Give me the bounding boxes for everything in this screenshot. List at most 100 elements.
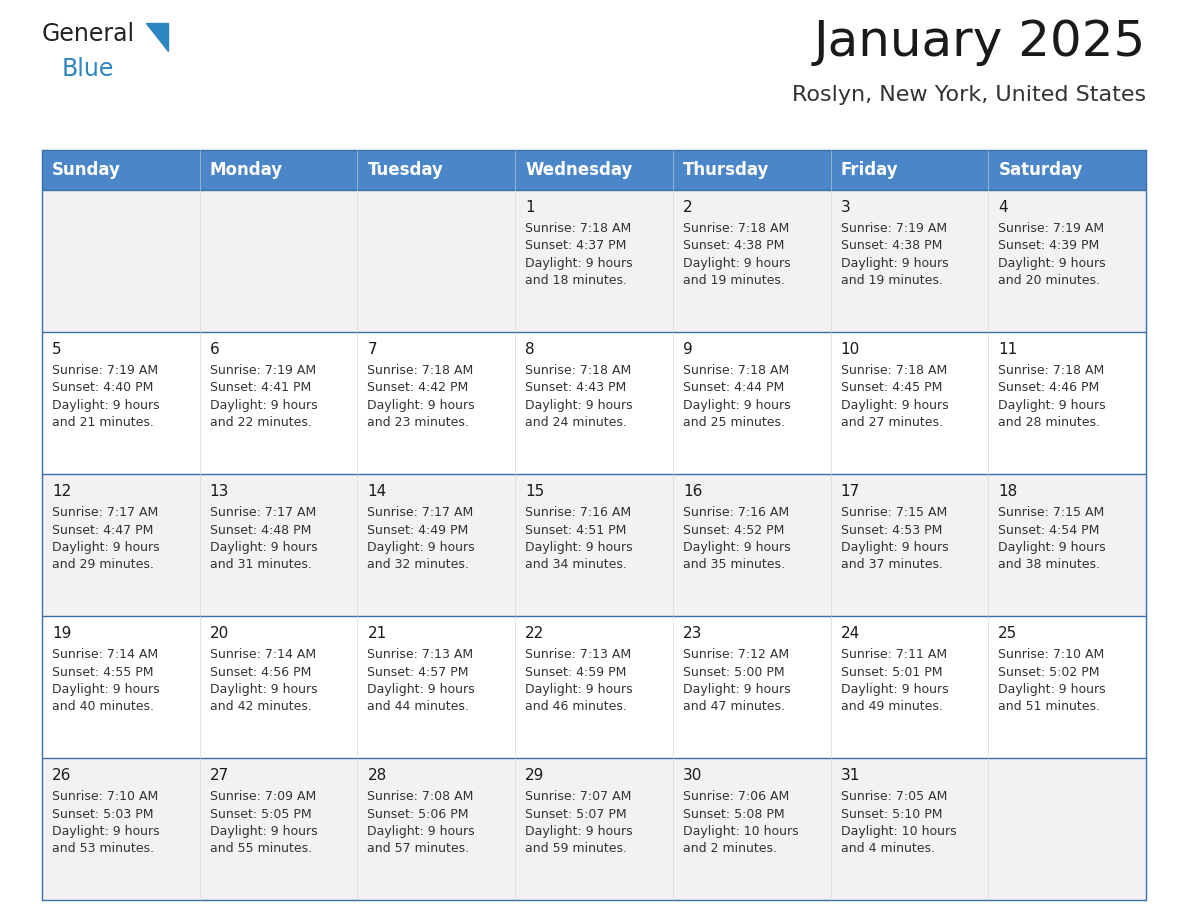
Text: 25: 25: [998, 626, 1018, 641]
Bar: [200, 758, 358, 900]
Text: 15: 15: [525, 484, 544, 499]
Text: and 46 minutes.: and 46 minutes.: [525, 700, 627, 713]
Text: Sunset: 5:01 PM: Sunset: 5:01 PM: [841, 666, 942, 678]
Text: Friday: Friday: [841, 161, 898, 179]
Text: Sunrise: 7:16 AM: Sunrise: 7:16 AM: [525, 506, 631, 519]
Text: Sunrise: 7:11 AM: Sunrise: 7:11 AM: [841, 648, 947, 661]
Bar: [672, 150, 830, 190]
Text: Daylight: 9 hours: Daylight: 9 hours: [52, 683, 159, 696]
Text: Daylight: 9 hours: Daylight: 9 hours: [841, 257, 948, 270]
Text: Sunset: 4:54 PM: Sunset: 4:54 PM: [998, 523, 1100, 536]
Text: and 27 minutes.: and 27 minutes.: [841, 417, 942, 430]
Text: and 32 minutes.: and 32 minutes.: [367, 558, 469, 572]
Bar: [988, 150, 1146, 190]
Text: 22: 22: [525, 626, 544, 641]
Text: Sunset: 4:52 PM: Sunset: 4:52 PM: [683, 523, 784, 536]
Text: 26: 26: [52, 768, 71, 783]
Text: and 4 minutes.: and 4 minutes.: [841, 843, 935, 856]
Bar: [516, 474, 672, 616]
Bar: [830, 332, 988, 474]
Text: Sunset: 5:10 PM: Sunset: 5:10 PM: [841, 808, 942, 821]
Text: Daylight: 9 hours: Daylight: 9 hours: [210, 399, 317, 412]
Text: 31: 31: [841, 768, 860, 783]
Text: 18: 18: [998, 484, 1018, 499]
Bar: [830, 616, 988, 758]
Text: 8: 8: [525, 342, 535, 357]
Text: Roslyn, New York, United States: Roslyn, New York, United States: [792, 85, 1146, 105]
Text: 7: 7: [367, 342, 377, 357]
Text: Daylight: 9 hours: Daylight: 9 hours: [683, 683, 790, 696]
Bar: [358, 150, 516, 190]
Text: 5: 5: [52, 342, 62, 357]
Bar: [830, 150, 988, 190]
Text: and 31 minutes.: and 31 minutes.: [210, 558, 311, 572]
Text: Daylight: 9 hours: Daylight: 9 hours: [841, 399, 948, 412]
Text: Sunset: 4:59 PM: Sunset: 4:59 PM: [525, 666, 626, 678]
Text: 2: 2: [683, 200, 693, 215]
Text: Daylight: 9 hours: Daylight: 9 hours: [998, 683, 1106, 696]
Bar: [42, 616, 200, 758]
Text: Tuesday: Tuesday: [367, 161, 443, 179]
Text: Sunset: 4:48 PM: Sunset: 4:48 PM: [210, 523, 311, 536]
Bar: [358, 190, 516, 332]
Bar: [42, 150, 200, 190]
Bar: [988, 332, 1146, 474]
Text: and 57 minutes.: and 57 minutes.: [367, 843, 469, 856]
Bar: [988, 190, 1146, 332]
Text: Sunset: 4:44 PM: Sunset: 4:44 PM: [683, 382, 784, 395]
Bar: [672, 190, 830, 332]
Text: Sunset: 4:47 PM: Sunset: 4:47 PM: [52, 523, 153, 536]
Text: and 2 minutes.: and 2 minutes.: [683, 843, 777, 856]
Text: Sunset: 5:03 PM: Sunset: 5:03 PM: [52, 808, 153, 821]
Text: Sunset: 4:43 PM: Sunset: 4:43 PM: [525, 382, 626, 395]
Text: Sunset: 5:02 PM: Sunset: 5:02 PM: [998, 666, 1100, 678]
Text: 23: 23: [683, 626, 702, 641]
Bar: [200, 616, 358, 758]
Text: Daylight: 9 hours: Daylight: 9 hours: [210, 541, 317, 554]
Text: Sunset: 5:08 PM: Sunset: 5:08 PM: [683, 808, 784, 821]
Text: Sunrise: 7:19 AM: Sunrise: 7:19 AM: [52, 364, 158, 377]
Bar: [516, 150, 672, 190]
Text: and 25 minutes.: and 25 minutes.: [683, 417, 785, 430]
Text: Sunrise: 7:18 AM: Sunrise: 7:18 AM: [525, 222, 631, 235]
Text: Sunday: Sunday: [52, 161, 121, 179]
Bar: [830, 190, 988, 332]
Text: Wednesday: Wednesday: [525, 161, 632, 179]
Text: Daylight: 10 hours: Daylight: 10 hours: [683, 825, 798, 838]
Text: Sunrise: 7:18 AM: Sunrise: 7:18 AM: [367, 364, 474, 377]
Text: 20: 20: [210, 626, 229, 641]
Text: 19: 19: [52, 626, 71, 641]
Bar: [358, 758, 516, 900]
Bar: [42, 332, 200, 474]
Text: Daylight: 9 hours: Daylight: 9 hours: [841, 541, 948, 554]
Text: Sunset: 5:07 PM: Sunset: 5:07 PM: [525, 808, 627, 821]
Text: Sunset: 4:39 PM: Sunset: 4:39 PM: [998, 240, 1100, 252]
Text: Sunset: 4:40 PM: Sunset: 4:40 PM: [52, 382, 153, 395]
Text: Sunrise: 7:19 AM: Sunrise: 7:19 AM: [841, 222, 947, 235]
Bar: [988, 474, 1146, 616]
Text: 3: 3: [841, 200, 851, 215]
Text: and 40 minutes.: and 40 minutes.: [52, 700, 154, 713]
Text: Sunrise: 7:12 AM: Sunrise: 7:12 AM: [683, 648, 789, 661]
Text: Daylight: 9 hours: Daylight: 9 hours: [367, 683, 475, 696]
Text: Daylight: 9 hours: Daylight: 9 hours: [525, 683, 633, 696]
Text: Sunrise: 7:10 AM: Sunrise: 7:10 AM: [52, 790, 158, 803]
Bar: [42, 758, 200, 900]
Text: 12: 12: [52, 484, 71, 499]
Text: and 47 minutes.: and 47 minutes.: [683, 700, 785, 713]
Bar: [200, 332, 358, 474]
Text: Sunset: 4:51 PM: Sunset: 4:51 PM: [525, 523, 626, 536]
Text: and 37 minutes.: and 37 minutes.: [841, 558, 942, 572]
Text: Sunrise: 7:13 AM: Sunrise: 7:13 AM: [525, 648, 631, 661]
Text: 11: 11: [998, 342, 1018, 357]
Text: Sunrise: 7:05 AM: Sunrise: 7:05 AM: [841, 790, 947, 803]
Text: Daylight: 9 hours: Daylight: 9 hours: [525, 541, 633, 554]
Text: and 24 minutes.: and 24 minutes.: [525, 417, 627, 430]
Text: Sunrise: 7:14 AM: Sunrise: 7:14 AM: [52, 648, 158, 661]
Text: Daylight: 9 hours: Daylight: 9 hours: [525, 825, 633, 838]
Text: Daylight: 9 hours: Daylight: 9 hours: [367, 399, 475, 412]
Text: Sunrise: 7:09 AM: Sunrise: 7:09 AM: [210, 790, 316, 803]
Text: Daylight: 9 hours: Daylight: 9 hours: [367, 825, 475, 838]
Text: Sunset: 4:42 PM: Sunset: 4:42 PM: [367, 382, 469, 395]
Text: 27: 27: [210, 768, 229, 783]
